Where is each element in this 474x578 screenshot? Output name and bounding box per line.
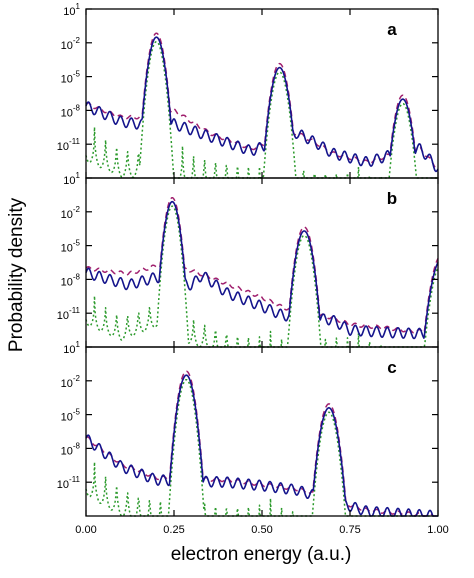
panel-frame-b xyxy=(85,177,439,348)
x-axis-title: electron energy (a.u.) xyxy=(171,544,352,565)
x-tick-label: 0.25 xyxy=(163,524,184,536)
y-tick-label: 10-11 xyxy=(57,306,81,322)
y-tick-label: 10-8 xyxy=(61,441,81,457)
x-tick-label: 0.00 xyxy=(75,524,96,536)
y-tick-exponent: -2 xyxy=(73,374,81,383)
y-tick-label: 10-8 xyxy=(61,103,81,119)
y-tick-label: 10-5 xyxy=(61,408,81,424)
y-tick-label: 10-11 xyxy=(57,137,81,153)
y-tick-exponent: -2 xyxy=(73,36,81,45)
x-tick-label: 0.50 xyxy=(251,524,272,536)
y-axis-title: Probability density xyxy=(6,197,27,352)
y-tick-exponent: -11 xyxy=(69,137,81,146)
panels-group: 101 10-2 10-5 10-8 10-11 a 101 10-2 10-5 10-8 10-1… xyxy=(57,2,439,517)
panel-b: 101 10-2 10-5 10-8 10-11 b xyxy=(57,171,439,348)
y-tick-exponent: -11 xyxy=(69,475,81,484)
y-tick-label: 101 xyxy=(63,340,80,356)
y-tick-label: 101 xyxy=(63,171,80,187)
series-dotted-line-panel-c xyxy=(85,378,439,517)
panel-label-c: c xyxy=(387,358,396,377)
y-tick-label: 10-2 xyxy=(61,205,81,221)
y-tick-exponent: -5 xyxy=(73,408,81,417)
y-tick-exponent: -8 xyxy=(73,103,81,112)
y-tick-exponent: -8 xyxy=(73,272,81,281)
y-tick-exponent: -5 xyxy=(73,239,81,248)
x-tick-label: 0.75 xyxy=(339,524,360,536)
y-tick-label: 10-8 xyxy=(61,272,81,288)
panel-c: 101 10-2 10-5 10-8 10-11 c xyxy=(57,340,439,517)
series-solid-line-panel-a xyxy=(85,36,439,173)
panel-label-a: a xyxy=(387,20,397,39)
y-tick-exponent: -5 xyxy=(73,70,81,79)
y-tick-exponent: -11 xyxy=(69,306,81,315)
y-tick-label: 10-11 xyxy=(57,475,81,491)
y-tick-exponent: 1 xyxy=(76,171,81,180)
y-tick-exponent: -2 xyxy=(73,205,81,214)
y-tick-exponent: 1 xyxy=(76,340,81,349)
panel-frame-c xyxy=(85,346,439,517)
series-dotted-line-panel-b xyxy=(85,205,439,348)
x-tick-label: 1.00 xyxy=(427,524,448,536)
y-tick-exponent: 1 xyxy=(76,2,81,11)
series-dashed-line-panel-b xyxy=(85,196,439,334)
panel-a: 101 10-2 10-5 10-8 10-11 a xyxy=(57,2,439,179)
panel-label-b: b xyxy=(387,189,397,208)
series-solid-line-panel-c xyxy=(85,374,439,517)
y-tick-label: 10-5 xyxy=(61,239,81,255)
y-tick-label: 101 xyxy=(63,2,80,18)
series-dashed-line-panel-c xyxy=(85,370,439,517)
y-tick-label: 10-2 xyxy=(61,36,81,52)
x-axis-ticks: 0.00 0.25 0.50 0.75 1.00 xyxy=(75,524,448,536)
series-solid-line-panel-b xyxy=(85,200,439,340)
y-tick-label: 10-2 xyxy=(61,374,81,390)
y-tick-label: 10-5 xyxy=(61,70,81,86)
y-tick-exponent: -8 xyxy=(73,441,81,450)
